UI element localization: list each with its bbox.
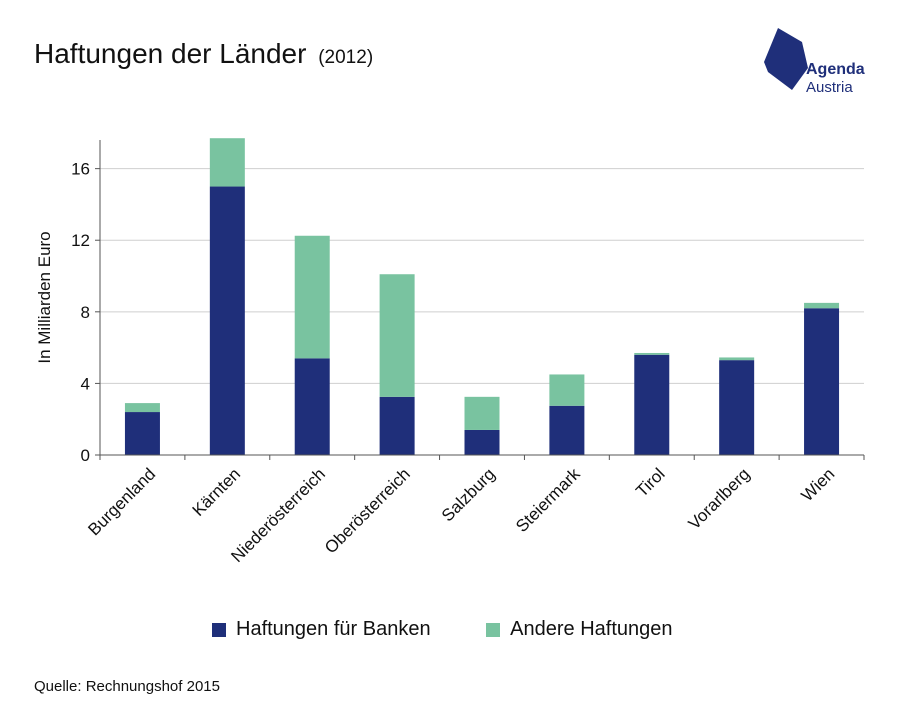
- bar-segment-other: [719, 357, 755, 361]
- axes: [95, 140, 865, 460]
- bars: [124, 138, 840, 455]
- y-tick-label: 16: [71, 160, 90, 179]
- bar-segment-other: [124, 403, 160, 413]
- bar-segment-other: [549, 374, 585, 406]
- logo-text-agenda: Agenda: [806, 61, 865, 78]
- bar-segment-other: [209, 138, 245, 187]
- legend-label-banks: Haftungen für Banken: [236, 618, 431, 640]
- legend: Haftungen für Banken Andere Haftungen: [212, 618, 723, 643]
- chart-title-year: (2012): [318, 47, 374, 68]
- x-tick-label: Kärnten: [189, 464, 245, 520]
- bar-segment-banks: [464, 429, 500, 455]
- bar-segment-banks: [634, 354, 670, 455]
- bar-segment-other: [294, 235, 330, 359]
- y-tick-label: 8: [81, 303, 90, 322]
- logo-mark-icon: [764, 28, 808, 90]
- bar-segment-banks: [209, 186, 245, 455]
- x-tick-label: Oberösterreich: [321, 464, 414, 557]
- chart-title: Haftungen der Länder (2012): [34, 38, 373, 70]
- x-tick-label: Niederösterreich: [227, 464, 329, 566]
- bar-segment-other: [634, 352, 670, 355]
- legend-item-other: Andere Haftungen: [486, 618, 673, 641]
- bar-segment-banks: [379, 396, 415, 455]
- bar-segment-banks: [294, 358, 330, 455]
- source-note: Quelle: Rechnungshof 2015: [34, 678, 220, 695]
- bar-segment-banks: [804, 308, 840, 455]
- y-tick-label: 12: [71, 231, 90, 250]
- bar-segment-other: [379, 274, 415, 397]
- bar-segment-banks: [719, 360, 755, 455]
- legend-swatch-banks: [212, 622, 226, 637]
- x-tick-label: Tirol: [632, 464, 668, 500]
- agenda-austria-logo: Agenda Austria: [764, 28, 874, 98]
- x-tick-label: Vorarlberg: [685, 464, 754, 533]
- bar-segment-other: [464, 396, 500, 430]
- legend-swatch-other: [486, 622, 501, 637]
- legend-label-other: Andere Haftungen: [510, 618, 673, 640]
- y-axis-label: In Milliarden Euro: [35, 231, 54, 363]
- logo-text-austria: Austria: [806, 79, 853, 96]
- x-tick-label: Burgenland: [84, 464, 159, 539]
- x-tick-label: Salzburg: [438, 464, 499, 525]
- y-tick-label: 4: [81, 374, 90, 393]
- x-tick-labels: Burgenland KärntenNiederösterreichOberöst…: [84, 464, 838, 566]
- y-tick-label: 0: [81, 446, 90, 465]
- bar-segment-banks: [549, 405, 585, 455]
- x-tick-label: Wien: [798, 464, 839, 505]
- chart-title-main: Haftungen der Länder: [34, 38, 307, 69]
- y-tick-labels: 0 4 8 12 16: [71, 160, 90, 465]
- bar-segment-other: [804, 302, 840, 309]
- bar-segment-banks: [124, 412, 160, 455]
- x-tick-label: Steiermark: [512, 464, 584, 536]
- legend-item-banks: Haftungen für Banken: [212, 618, 431, 641]
